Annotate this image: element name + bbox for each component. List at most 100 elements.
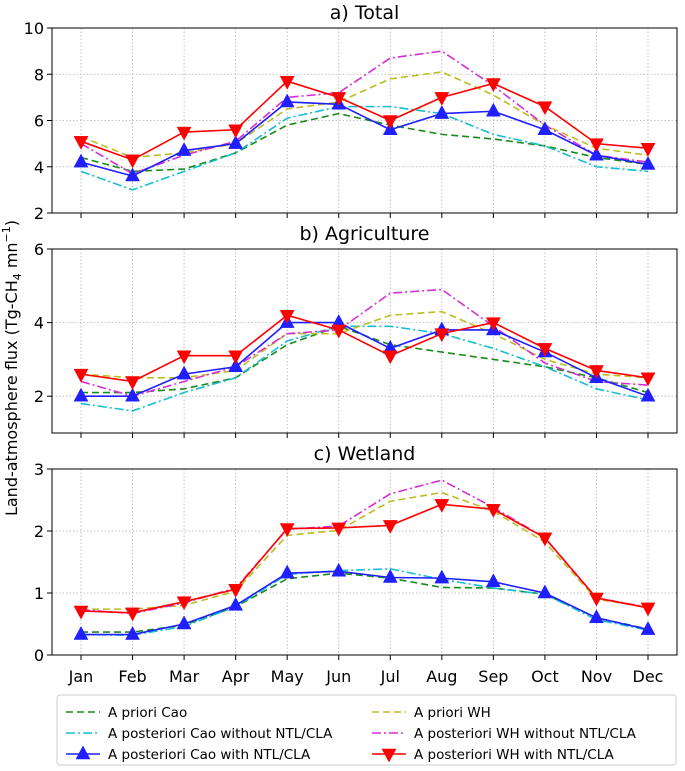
data-point-post_wh_w (589, 138, 604, 153)
series-line-post_cao_wo (80, 105, 649, 191)
data-point-post_cao_w (228, 358, 244, 373)
y-tick-label: 2 (34, 387, 44, 406)
data-point-post_wh_w (125, 376, 140, 391)
y-tick-label: 2 (34, 204, 44, 223)
data-point-post_cao_w (125, 167, 140, 182)
data-point-post_wh_w (228, 584, 244, 598)
panel-title: b) Agriculture (299, 223, 429, 245)
data-point-post_wh_w (640, 372, 656, 387)
series-line-post_cao_w (81, 570, 649, 636)
data-point-post_wh_w (485, 504, 501, 518)
y-tick-label: 2 (34, 522, 44, 541)
data-point-post_cao_w (434, 105, 450, 119)
series-line-post_wh_w (80, 80, 649, 161)
series-line-post_wh_wo (80, 288, 649, 398)
data-point-post_cao_w (73, 153, 89, 168)
data-point-post_cao_w (434, 569, 450, 584)
panel-title: c) Wetland (314, 443, 416, 465)
y-tick-label: 0 (34, 646, 44, 665)
x-tick-label: Oct (531, 667, 559, 686)
data-point-post_wh_w (331, 522, 347, 537)
data-point-post_wh_w (589, 592, 604, 607)
series-line-post_wh_wo (80, 50, 649, 175)
series-line-post_wh_w (80, 503, 649, 614)
legend-label: A posteriori Cao with NTL/CLA (108, 747, 311, 763)
data-point-post_cao_w (640, 387, 656, 402)
legend-label: A posteriori Cao without NTL/CLA (108, 726, 333, 742)
data-point-post_wh_w (434, 499, 450, 513)
x-tick-label: Dec (633, 667, 664, 686)
data-point-post_wh_w (434, 92, 450, 106)
panel-title: a) Total (330, 2, 399, 24)
data-point-post_wh_w (331, 92, 347, 106)
x-tick-label: Aug (426, 667, 457, 686)
data-point-post_cao_w (279, 93, 295, 108)
series-line-prior_wh (81, 491, 649, 610)
data-point-post_cao_w (176, 615, 192, 630)
panel-frame (51, 27, 678, 214)
data-point-post_wh_w (73, 605, 89, 620)
x-tick-label: May (271, 667, 304, 686)
data-point-post_cao_w (176, 365, 192, 380)
data-point-post_cao_w (176, 142, 192, 156)
legend-label: A posteriori WH without NTL/CLA (414, 726, 637, 742)
y-axis-label: Land-atmosphere flux (Tg-CH4 mn−1) (0, 220, 24, 516)
data-point-post_wh_w (228, 350, 244, 365)
data-point-post_wh_w (279, 309, 295, 324)
data-point-post_wh_w (331, 324, 347, 339)
data-point-post_wh_w (537, 343, 553, 357)
data-point-post_cao_w (589, 146, 604, 161)
data-point-post_cao_w (73, 387, 89, 402)
data-point-post_wh_w (125, 154, 140, 169)
series-line-prior_wh (80, 71, 649, 159)
data-point-post_cao_w (485, 102, 501, 117)
panel-frame (51, 248, 678, 434)
data-point-post_wh_w (73, 368, 89, 383)
y-tick-label: 6 (34, 112, 44, 131)
data-point-post_wh_w (125, 607, 140, 622)
data-point-post_wh_w (176, 350, 192, 365)
legend-label: A priori Cao (108, 705, 187, 721)
data-point-post_cao_w (485, 573, 501, 588)
data-point-post_wh_w (176, 596, 192, 611)
data-point-post_wh_w (485, 78, 501, 93)
data-point-post_wh_w (485, 317, 501, 332)
x-tick-label: Sep (478, 667, 508, 686)
legend: A priori Cao A priori WH A posteriori Cao … (56, 694, 677, 766)
data-point-post_cao_w (382, 568, 398, 583)
series-line-post_wh_wo (80, 479, 649, 615)
data-point-post_cao_w (331, 562, 347, 577)
data-point-post_cao_w (640, 621, 656, 635)
series-line-post_wh_w (80, 314, 649, 383)
data-point-post_wh_w (279, 523, 295, 538)
data-point-post_wh_w (640, 143, 656, 157)
data-point-post_wh_w (537, 532, 553, 547)
data-point-post_cao_w (537, 121, 553, 135)
series-line-prior_wh (80, 310, 649, 379)
x-tick-label: Mar (169, 667, 200, 686)
series-line-post_cao_wo (80, 568, 649, 636)
panel-3: 0 1 2 3 c) Wetland Jan Feb Mar Apr May Jun Jul Aug Se… (34, 443, 678, 686)
data-point-post_wh_w (73, 136, 89, 150)
x-tick-label: Jan (68, 667, 94, 686)
legend-marker-post_cao_w (75, 745, 91, 760)
x-tick-label: Nov (581, 667, 612, 686)
data-point-post_cao_w (228, 135, 244, 149)
y-tick-label: 10 (24, 19, 44, 38)
data-point-post_cao_w (125, 626, 140, 640)
legend-label: A posteriori WH with NTL/CLA (414, 747, 615, 763)
y-tick-label: 1 (34, 584, 44, 603)
y-tick-label: 4 (34, 314, 44, 333)
y-tick-label: 6 (34, 240, 44, 259)
y-tick-label: 8 (34, 65, 44, 84)
x-tick-label: Apr (222, 667, 250, 686)
data-point-post_cao_w (73, 626, 89, 640)
data-point-post_cao_w (537, 584, 553, 599)
panel-2: 2 4 6 b) Agriculture (34, 223, 678, 438)
data-point-post_wh_w (228, 124, 244, 139)
legend-marker-post_wh_w (381, 748, 397, 763)
series-line-post_cao_w (80, 101, 649, 177)
data-point-post_wh_w (176, 126, 192, 141)
y-tick-label: 4 (34, 158, 44, 177)
x-tick-label: Feb (118, 667, 146, 686)
